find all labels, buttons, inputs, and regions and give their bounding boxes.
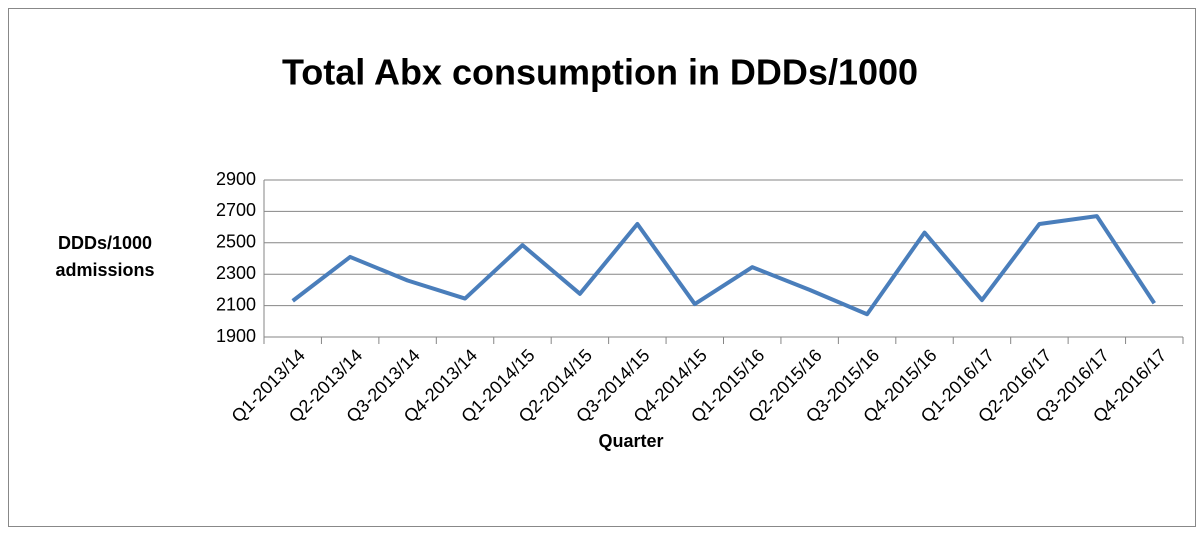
y-tick-label: 2900 xyxy=(216,169,256,189)
x-axis-label: Quarter xyxy=(598,431,663,451)
y-tick-label: 2700 xyxy=(216,200,256,220)
y-tick-label: 2300 xyxy=(216,263,256,283)
y-tick-label: 1900 xyxy=(216,326,256,346)
chart-title: Total Abx consumption in DDDs/1000 xyxy=(282,52,918,93)
y-axis-label: DDDs/1000 admissions xyxy=(55,233,155,280)
y-tick-label: 2100 xyxy=(216,294,256,314)
y-tick-label: 2500 xyxy=(216,232,256,252)
data-line xyxy=(291,214,1156,317)
